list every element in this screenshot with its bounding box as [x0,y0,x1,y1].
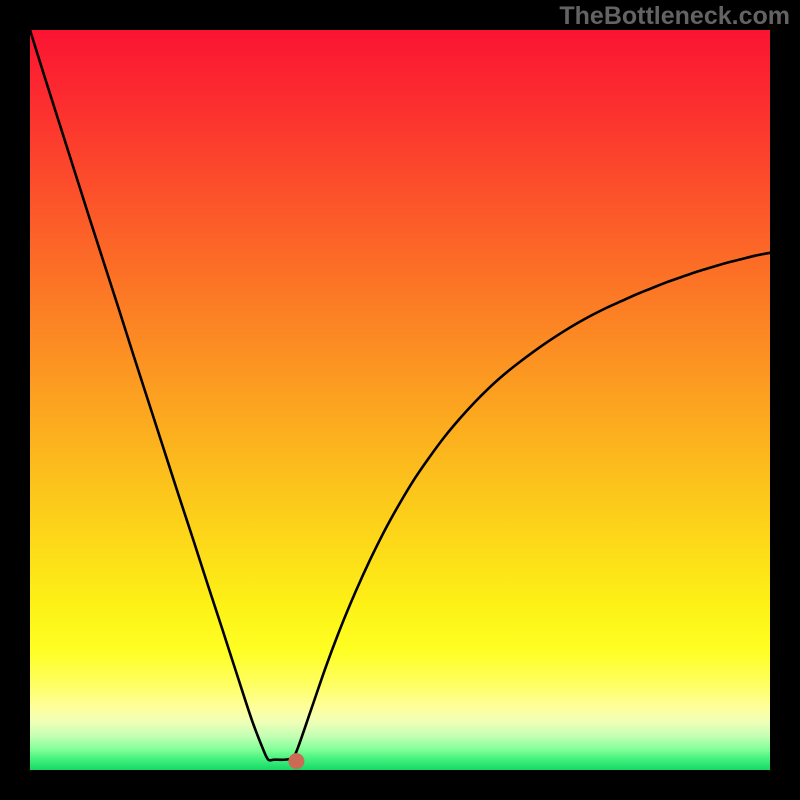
gradient-background [30,30,770,770]
plot-area [30,30,770,770]
chart-frame: TheBottleneck.com [0,0,800,800]
optimal-point-marker [288,753,304,769]
watermark-text: TheBottleneck.com [559,2,790,31]
chart-svg [30,30,770,770]
